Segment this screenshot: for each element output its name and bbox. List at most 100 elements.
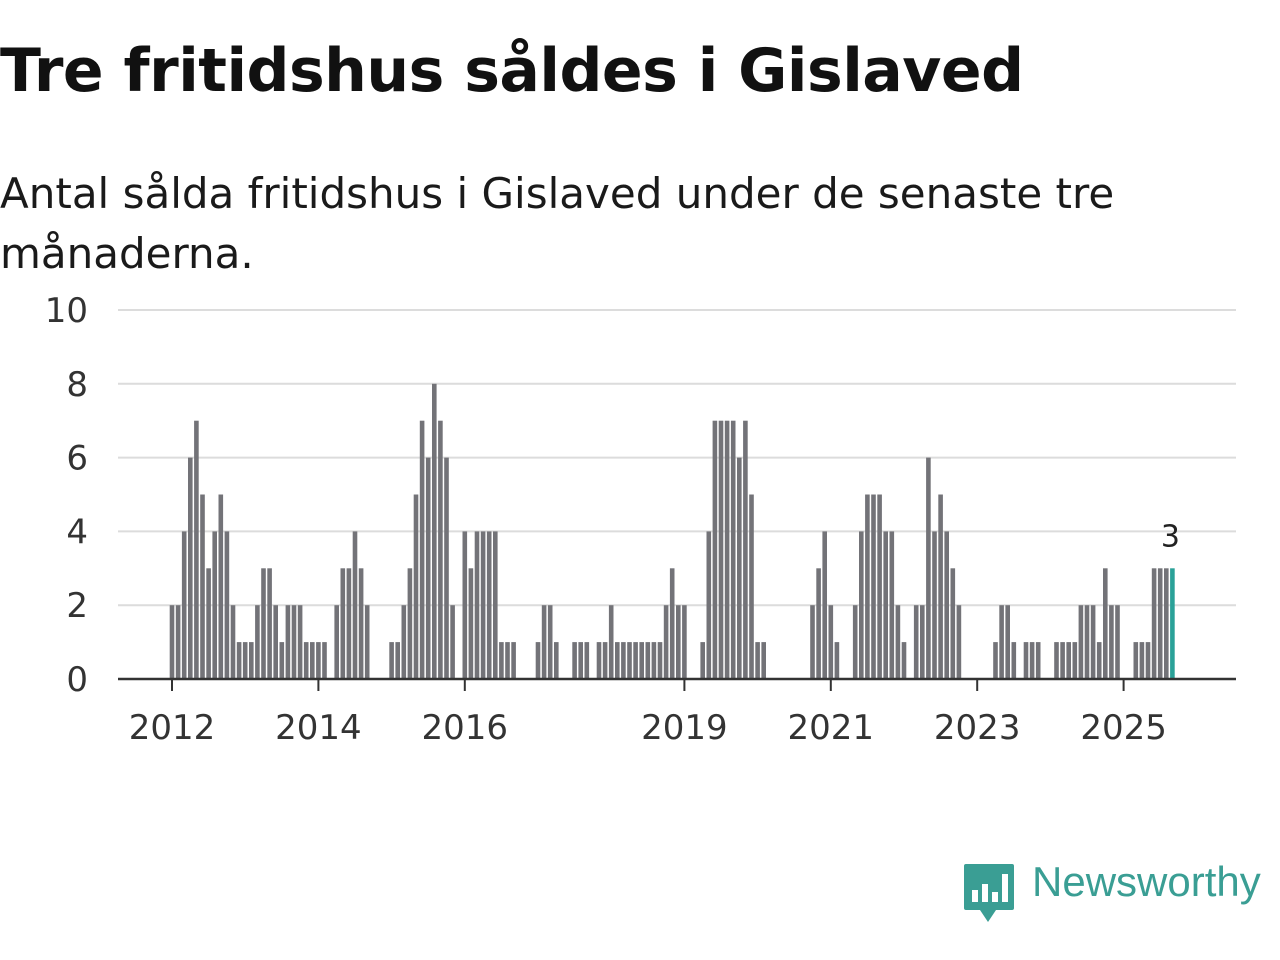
bar	[1011, 642, 1017, 679]
bar	[322, 642, 327, 679]
bar	[181, 531, 187, 679]
x-tick-label: 2012	[129, 708, 216, 748]
bar	[993, 642, 998, 679]
y-tick-label: 8	[66, 365, 88, 405]
bar	[627, 642, 632, 679]
bar	[633, 642, 638, 679]
y-tick-label: 0	[66, 660, 88, 700]
bar	[358, 568, 364, 679]
bar	[1139, 642, 1145, 679]
y-tick-label: 4	[66, 512, 88, 552]
x-axis: 2012 2014 2016 2019 2021 2023 2025	[118, 677, 1236, 748]
bar	[267, 568, 272, 679]
bar	[657, 642, 663, 679]
bar	[297, 605, 303, 679]
bar	[737, 457, 742, 679]
bar	[340, 568, 346, 679]
bar	[279, 642, 285, 679]
bar	[676, 605, 681, 679]
bar	[615, 642, 620, 679]
bar	[938, 494, 943, 679]
bar	[956, 605, 962, 679]
bar	[493, 531, 498, 679]
bar	[859, 531, 864, 679]
bar	[1005, 605, 1010, 679]
bar	[682, 605, 687, 679]
bar	[639, 642, 644, 679]
bar	[1066, 642, 1071, 679]
bar	[1157, 568, 1163, 679]
bar	[1084, 605, 1090, 679]
bar	[608, 605, 614, 679]
bar	[828, 605, 834, 679]
bar	[926, 457, 931, 679]
brand-name: Newsworthy	[1032, 858, 1261, 905]
bar	[486, 531, 492, 679]
newsworthy-logo: Newsworthy	[962, 858, 1261, 926]
bar	[291, 605, 297, 679]
bar	[554, 642, 559, 679]
bar	[511, 642, 516, 679]
bar	[1151, 568, 1157, 679]
bar	[950, 568, 956, 679]
bar	[468, 568, 474, 679]
x-tick-label: 2025	[1080, 708, 1167, 748]
bar	[883, 531, 888, 679]
bar	[1164, 568, 1169, 679]
bar	[706, 531, 712, 679]
bar	[249, 642, 254, 679]
bar	[352, 531, 358, 679]
bar	[541, 605, 547, 679]
bar	[712, 420, 718, 679]
bar	[602, 642, 608, 679]
bar	[346, 568, 352, 679]
bar	[1103, 568, 1108, 679]
bar	[865, 494, 870, 679]
bar	[175, 605, 181, 679]
bar	[242, 642, 248, 679]
bar	[816, 568, 821, 679]
bar	[700, 642, 705, 679]
bar	[920, 605, 925, 679]
bar	[584, 642, 590, 679]
bar	[651, 642, 657, 679]
bar	[877, 494, 882, 679]
bar	[474, 531, 480, 679]
bar	[236, 642, 242, 679]
bar	[1090, 605, 1096, 679]
bar	[1133, 642, 1139, 679]
x-tick-label: 2016	[422, 708, 509, 748]
bar	[450, 605, 455, 679]
y-tick-label: 2	[66, 586, 88, 626]
bar	[596, 642, 602, 679]
bar	[1023, 642, 1029, 679]
bar	[499, 642, 504, 679]
bar	[230, 605, 236, 679]
y-tick-label: 6	[66, 439, 88, 479]
bar	[944, 531, 949, 679]
bar	[206, 568, 211, 679]
bar	[1060, 642, 1065, 679]
bar	[901, 642, 907, 679]
bar	[724, 420, 730, 679]
x-tick-label: 2014	[275, 708, 362, 748]
newsworthy-logo-icon	[964, 864, 1014, 922]
bar	[438, 420, 443, 679]
bar	[535, 642, 541, 679]
bar	[224, 531, 230, 679]
bar	[810, 605, 815, 679]
bar	[169, 605, 175, 679]
bar	[889, 531, 895, 679]
bar	[425, 457, 431, 679]
x-tick-label: 2021	[788, 708, 875, 748]
bar	[389, 642, 394, 679]
bar	[480, 531, 486, 679]
bar-chart: 0 2 4 6 8 10 2012 2014 2016 2019 2021 2023 2025 3	[45, 291, 1236, 748]
bar	[1054, 642, 1059, 679]
bar	[852, 605, 858, 679]
bar	[547, 605, 553, 679]
gridlines	[118, 309, 1236, 607]
chart-subtitle: Antal sålda fritidshus i Gislaved under …	[0, 169, 1115, 278]
bar	[834, 642, 840, 679]
bar	[261, 568, 266, 679]
